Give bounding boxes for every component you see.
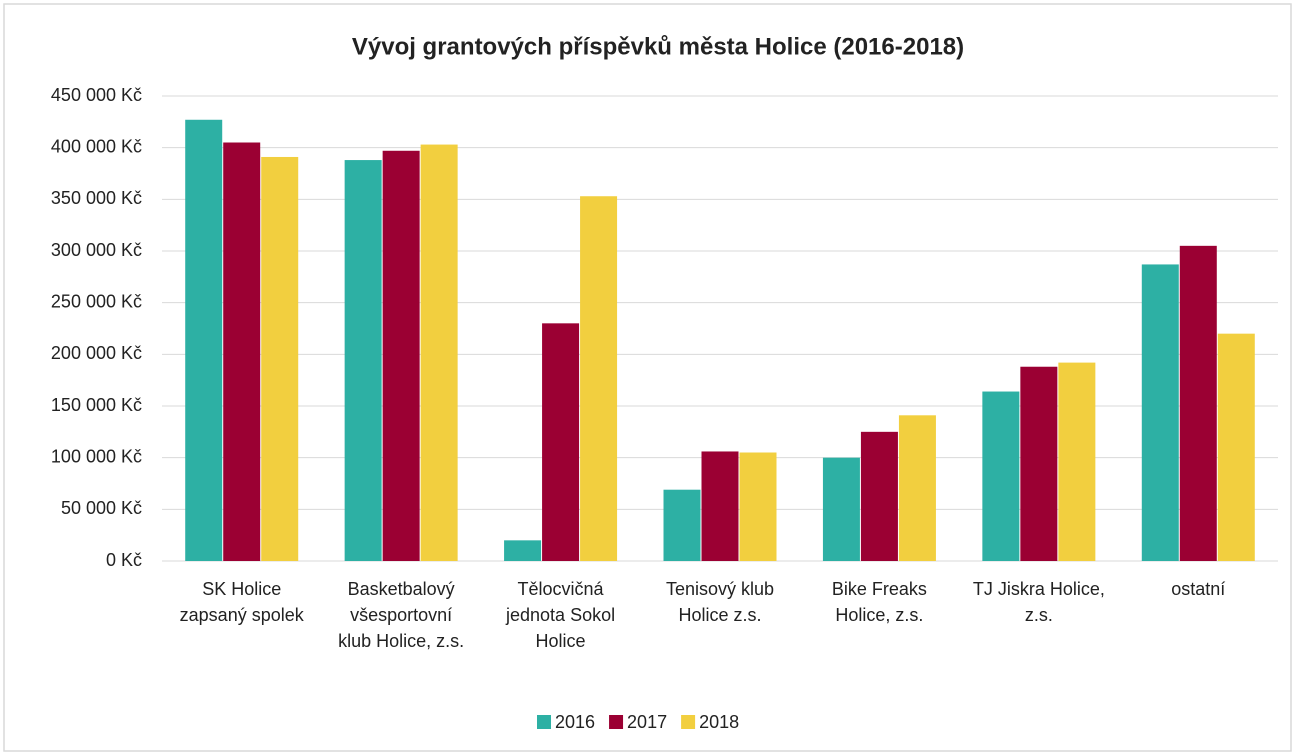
legend-swatch	[681, 715, 696, 729]
legend-label: 2017	[627, 712, 667, 732]
bar	[223, 142, 261, 561]
bar	[420, 144, 458, 562]
bar	[701, 451, 739, 561]
x-tick-label: ostatní	[1171, 579, 1226, 599]
bar	[982, 391, 1020, 561]
x-tick-label: Tenisový klub Holice z.s.	[665, 579, 775, 625]
x-tick-label: Bike Freaks Holice, z.s.	[831, 579, 927, 625]
chart-title: Vývoj grantových příspěvků města Holice …	[352, 33, 964, 60]
bar	[542, 323, 580, 561]
legend-label: 2018	[699, 712, 739, 732]
bar	[1141, 264, 1179, 561]
bar	[261, 156, 299, 561]
bar	[898, 415, 936, 561]
legend-label: 2016	[555, 712, 595, 732]
y-tick-label: 150 000 Kč	[51, 395, 142, 415]
y-tick-label: 50 000 Kč	[61, 498, 142, 518]
y-tick-label: 450 000 Kč	[51, 85, 142, 105]
bar	[344, 160, 382, 562]
bar	[860, 431, 898, 561]
y-tick-label: 400 000 Kč	[51, 136, 142, 156]
x-tick-label: SK Holice zapsaný spolek	[179, 579, 304, 625]
bar	[504, 540, 542, 561]
bar	[1020, 366, 1058, 561]
bar	[1179, 245, 1217, 562]
x-tick-label: Basketbalový všesportovní klub Holice, z…	[338, 579, 465, 651]
y-tick-label: 0 Kč	[106, 550, 142, 570]
bar	[1058, 362, 1096, 561]
y-tick-label: 250 000 Kč	[51, 291, 142, 311]
bar	[1217, 333, 1255, 561]
bar	[663, 489, 701, 561]
legend-swatch	[609, 715, 624, 729]
bar	[739, 452, 777, 561]
y-tick-label: 300 000 Kč	[51, 240, 142, 260]
bar	[580, 196, 618, 561]
bar	[822, 457, 860, 561]
x-tick-label: Tělocvičná jednota Sokol Holice	[506, 579, 616, 651]
y-tick-label: 200 000 Kč	[51, 343, 142, 363]
x-tick-label: TJ Jiskra Holice, z.s.	[972, 579, 1105, 625]
legend-swatch	[537, 715, 551, 729]
bar	[382, 150, 420, 561]
bar	[185, 119, 223, 562]
y-tick-label: 350 000 Kč	[51, 188, 142, 208]
y-tick-label: 100 000 Kč	[51, 446, 142, 466]
